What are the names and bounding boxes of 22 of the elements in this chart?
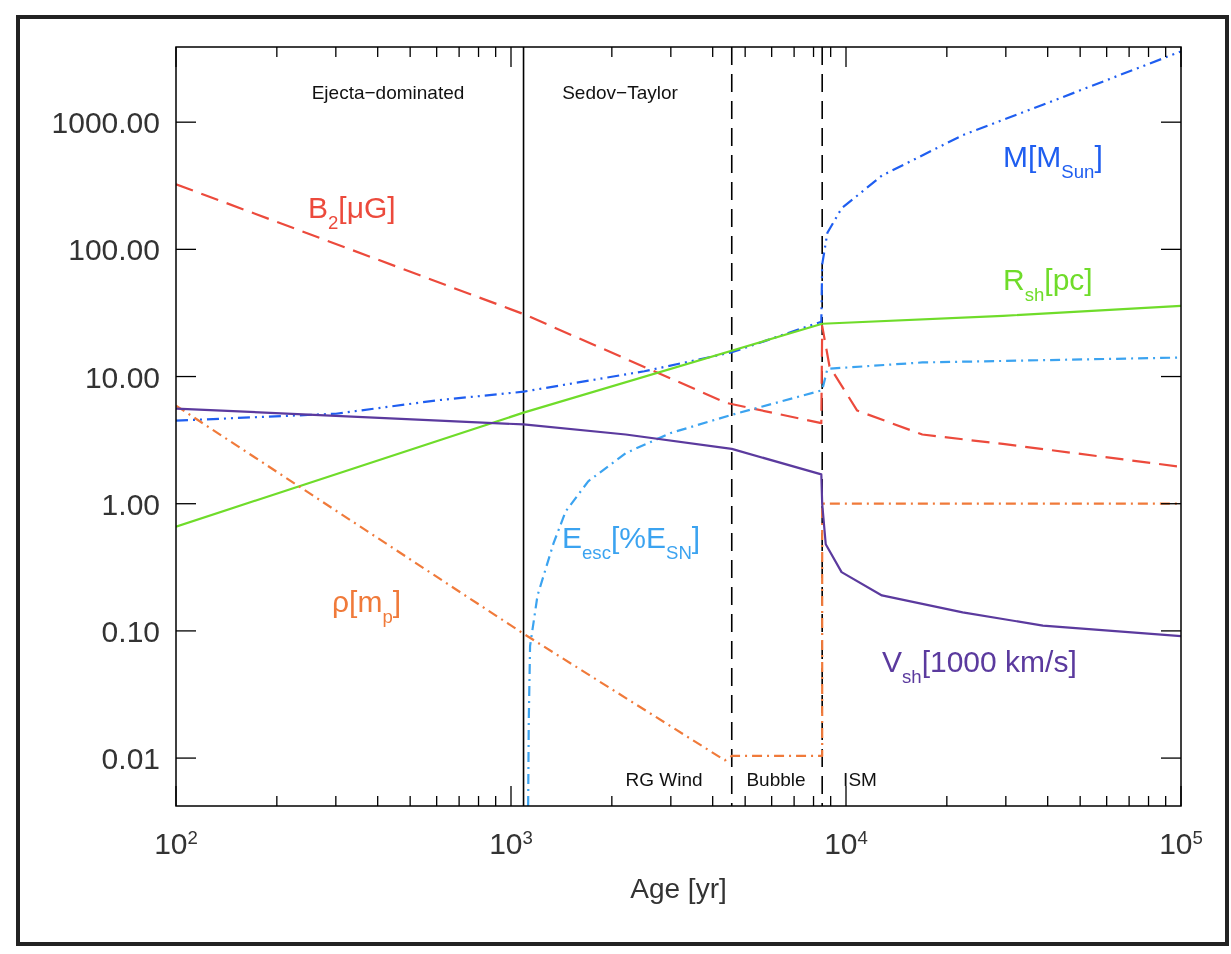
- x-tick-label: 10$^{3}$: [489, 826, 533, 860]
- series-label: R$_{sh}$[pc]: [1003, 263, 1093, 305]
- y-tick-label: 10.00: [84, 360, 160, 394]
- x-axis-title: Age [yr]: [630, 873, 727, 904]
- annotation: Ejecta−dominated: [311, 82, 465, 103]
- annotation: Bubble: [746, 769, 806, 790]
- y-tick-label: 1.00: [101, 487, 160, 521]
- series-label: E$_{esc}$[%E$_{SN}$]: [562, 521, 701, 563]
- series-label: B$_{2}$[μG]: [308, 191, 396, 233]
- x-tick-label: 10$^{4}$: [824, 826, 868, 860]
- series-label: V$_{sh}$[1000 km/s]: [882, 645, 1077, 687]
- series-label: ρ[m$_{p}$]: [332, 585, 402, 627]
- x-tick-label: 10$^{5}$: [1159, 826, 1203, 860]
- y-tick-label: 1000.00: [51, 105, 160, 139]
- y-tick-label: 100.00: [68, 232, 160, 266]
- annotation: RG Wind: [625, 769, 703, 790]
- x-tick-label: 10$^{2}$: [154, 826, 198, 860]
- y-tick-label: 0.01: [101, 741, 160, 775]
- y-tick-label: 0.10: [101, 614, 160, 648]
- annotation: Sedov−Taylor: [562, 82, 679, 103]
- series-label: M[M$_{Sun}$]: [1003, 140, 1103, 182]
- annotation: ISM: [843, 769, 877, 790]
